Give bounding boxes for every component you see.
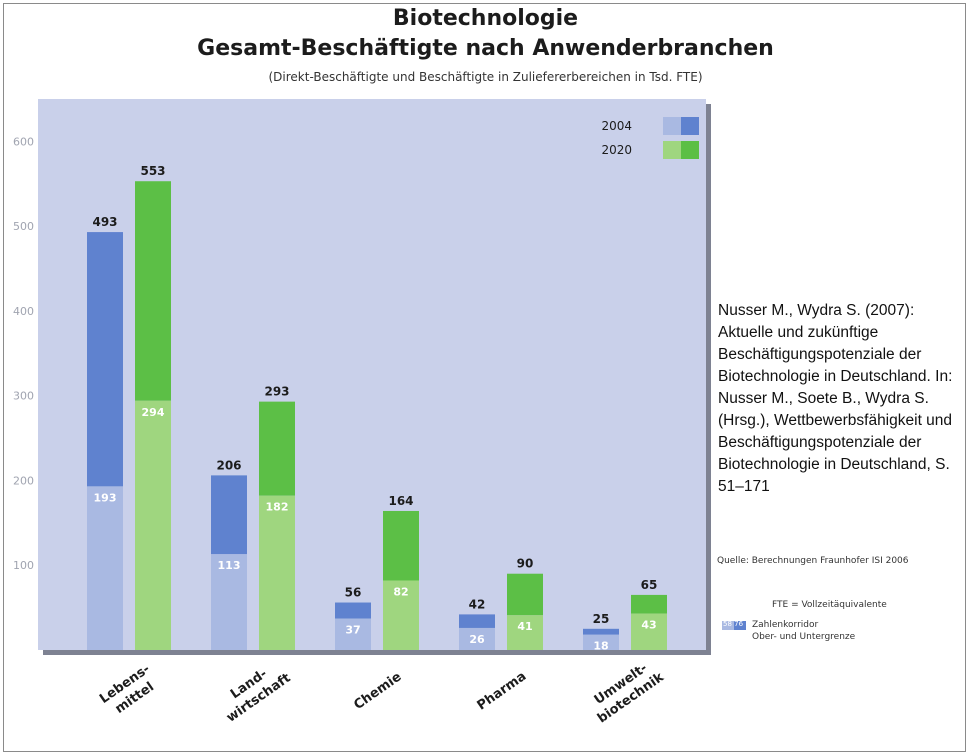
category-label-group: Chemie [351, 669, 404, 713]
y-tick-label: 300 [13, 390, 34, 403]
bar-label-lower: 182 [266, 501, 289, 514]
bar-label-upper: 164 [388, 494, 413, 508]
legend-swatch-lower [663, 141, 681, 159]
corridor-label-line1: Zahlenkorridor [752, 620, 819, 630]
bar-lower [459, 627, 495, 650]
bar-label-upper: 553 [140, 164, 165, 178]
chart-frame [3, 3, 966, 752]
y-tick-label: 100 [13, 559, 34, 572]
fte-note: FTE = Vollzeitäquivalente [772, 600, 887, 610]
bar-label-upper: 206 [216, 458, 241, 472]
bar-label-upper: 56 [345, 586, 362, 600]
bar-upper [383, 510, 419, 581]
bar-label-lower: 294 [142, 406, 165, 419]
bar-upper [87, 232, 123, 487]
bar-lower [383, 580, 419, 650]
category-label-group: Pharma [475, 669, 530, 714]
chart-note: (Direkt-Beschäftigte und Beschäftigte in… [268, 70, 703, 84]
bar-lower [631, 613, 667, 650]
bar-label-upper: 65 [641, 578, 658, 592]
bar-label-lower: 193 [94, 491, 117, 504]
corridor-swatch-label: 58 76 [723, 620, 744, 628]
chart-subtitle: Gesamt-Beschäftigte nach Anwenderbranche… [197, 36, 774, 61]
category-label-group: Umwelt-biotechnik [592, 661, 667, 727]
bar-label-upper: 90 [517, 557, 534, 571]
bar-label-upper: 293 [264, 385, 289, 399]
category-label: Chemie [351, 669, 404, 713]
legend-swatch-upper [681, 141, 699, 159]
bar-upper [459, 614, 495, 628]
bar-upper [259, 401, 295, 496]
bar-label-lower: 37 [345, 624, 360, 637]
bar-label-lower: 41 [517, 620, 532, 633]
y-tick-label: 600 [13, 135, 34, 148]
bar-label-lower: 43 [641, 619, 656, 632]
bar-label-upper: 493 [92, 215, 117, 229]
y-tick-label: 500 [13, 220, 34, 233]
category-label: Pharma [475, 669, 530, 714]
legend-swatch-upper [681, 117, 699, 135]
citation-text: Nusser M., Wydra S. (2007): Aktuelle und… [718, 302, 953, 495]
bar-upper [211, 475, 247, 555]
bar-label-lower: 26 [469, 633, 485, 646]
category-label-group: Land-wirtschaft [224, 666, 294, 725]
bar-lower [507, 615, 543, 650]
chart-title: Biotechnologie [392, 6, 579, 31]
bar-lower [259, 495, 295, 650]
bar-label-upper: 25 [593, 612, 610, 626]
bar-upper [507, 573, 543, 616]
bar-upper [135, 181, 171, 401]
bar-label-lower: 18 [593, 640, 608, 653]
bar-lower [135, 400, 171, 650]
legend-label: 2004 [601, 119, 632, 133]
bar-upper [335, 602, 371, 619]
legend-swatch-lower [663, 117, 681, 135]
bar-lower [211, 554, 247, 650]
source-note: Quelle: Berechnungen Fraunhofer ISI 2006 [717, 556, 909, 566]
y-tick-label: 200 [13, 474, 34, 487]
bar-upper [583, 628, 619, 635]
bar-lower [335, 618, 371, 650]
bar-upper [631, 594, 667, 614]
bar-lower [87, 486, 123, 650]
bar-label-lower: 82 [393, 585, 408, 598]
bar-label-lower: 113 [218, 559, 241, 572]
corridor-label-line2: Ober- und Untergrenze [752, 632, 856, 642]
bar-label-upper: 42 [469, 597, 486, 611]
legend-label: 2020 [601, 143, 632, 157]
category-label-group: Lebens-mittel [97, 662, 157, 717]
y-tick-label: 400 [13, 305, 34, 318]
bar-lower [583, 634, 619, 650]
corridor-swatch: 58 76 [722, 620, 746, 630]
